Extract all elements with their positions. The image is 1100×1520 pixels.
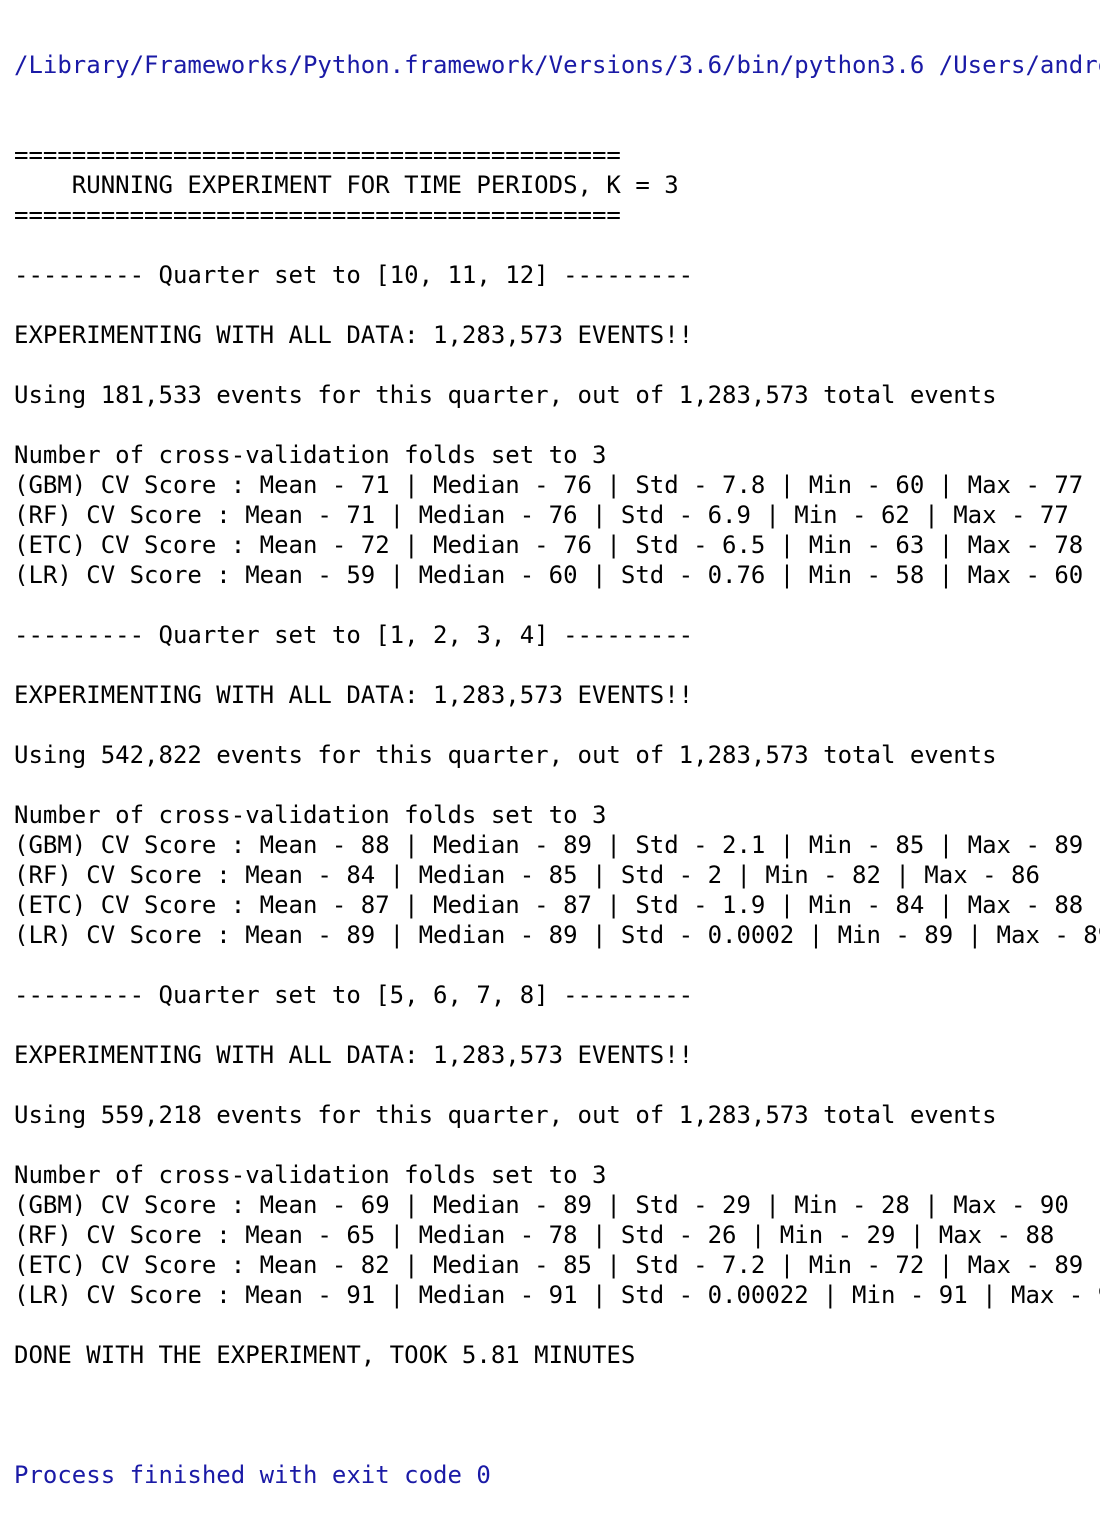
console-line: (LR) CV Score : Mean - 59 | Median - 60 … bbox=[14, 561, 1084, 589]
console-line bbox=[0, 1370, 1100, 1400]
console-line: (RF) CV Score : Mean - 84 | Median - 85 … bbox=[14, 861, 1040, 889]
console-line bbox=[0, 770, 1100, 800]
console-line: (ETC) CV Score : Mean - 72 | Median - 76… bbox=[14, 531, 1084, 559]
console-line: (GBM) CV Score : Mean - 71 | Median - 76… bbox=[14, 471, 1084, 499]
console-line: (LR) CV Score : Mean - 89 | Median - 89 … bbox=[14, 921, 1100, 949]
console-line: DONE WITH THE EXPERIMENT, TOOK 5.81 MINU… bbox=[14, 1341, 636, 1369]
console-line: (RF) CV Score : Mean - 65 | Median - 78 … bbox=[14, 1221, 1055, 1249]
console-line bbox=[0, 650, 1100, 680]
console-line: --------- Quarter set to [10, 11, 12] --… bbox=[14, 261, 694, 289]
console-line: Using 542,822 events for this quarter, o… bbox=[14, 741, 997, 769]
console-line bbox=[0, 1310, 1100, 1340]
console-line: --------- Quarter set to [5, 6, 7, 8] --… bbox=[14, 981, 694, 1009]
console-line: EXPERIMENTING WITH ALL DATA: 1,283,573 E… bbox=[14, 1041, 694, 1069]
log-lines: ========================================… bbox=[0, 140, 1100, 1400]
console-line: (RF) CV Score : Mean - 71 | Median - 76 … bbox=[14, 501, 1069, 529]
console-line bbox=[0, 1130, 1100, 1160]
console-line bbox=[0, 950, 1100, 980]
console-line: (LR) CV Score : Mean - 91 | Median - 91 … bbox=[14, 1281, 1100, 1309]
console-line: (GBM) CV Score : Mean - 88 | Median - 89… bbox=[14, 831, 1084, 859]
console-line: RUNNING EXPERIMENT FOR TIME PERIODS, K =… bbox=[14, 171, 679, 199]
console-line: --------- Quarter set to [1, 2, 3, 4] --… bbox=[14, 621, 694, 649]
console-line: (ETC) CV Score : Mean - 82 | Median - 85… bbox=[14, 1251, 1084, 1279]
console-line: EXPERIMENTING WITH ALL DATA: 1,283,573 E… bbox=[14, 321, 694, 349]
console-line bbox=[0, 290, 1100, 320]
console-line bbox=[0, 1070, 1100, 1100]
console-line: Number of cross-validation folds set to … bbox=[14, 1161, 607, 1189]
console-line bbox=[0, 410, 1100, 440]
console-line bbox=[0, 590, 1100, 620]
console-line: Number of cross-validation folds set to … bbox=[14, 441, 607, 469]
console-line bbox=[0, 1010, 1100, 1040]
console-line bbox=[0, 710, 1100, 740]
console-line: (GBM) CV Score : Mean - 69 | Median - 89… bbox=[14, 1191, 1069, 1219]
console-line bbox=[0, 230, 1100, 260]
console-line: ========================================… bbox=[14, 141, 621, 169]
console-line: EXPERIMENTING WITH ALL DATA: 1,283,573 E… bbox=[14, 681, 694, 709]
console-line bbox=[0, 350, 1100, 380]
exit-status-line: Process finished with exit code 0 bbox=[14, 1461, 491, 1489]
console-line: Using 181,533 events for this quarter, o… bbox=[14, 381, 997, 409]
console-line: ========================================… bbox=[14, 201, 621, 229]
console-line: Using 559,218 events for this quarter, o… bbox=[14, 1101, 997, 1129]
command-path-line: /Library/Frameworks/Python.framework/Ver… bbox=[14, 51, 1100, 79]
console-line: (ETC) CV Score : Mean - 87 | Median - 87… bbox=[14, 891, 1084, 919]
console-line: Number of cross-validation folds set to … bbox=[14, 801, 607, 829]
